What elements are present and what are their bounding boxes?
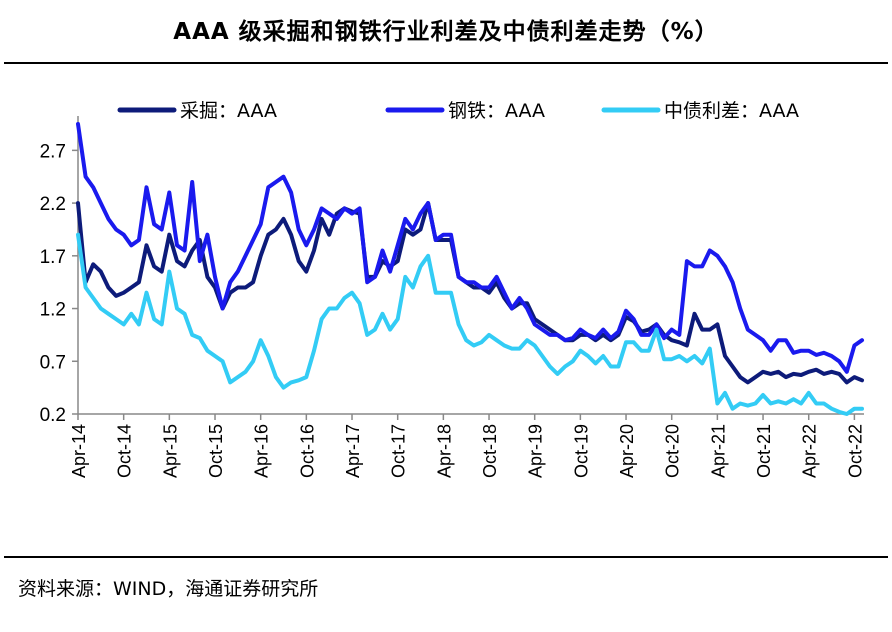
legend-label: 中债利差：AAA [664, 100, 799, 122]
x-tick-label: Oct-19 [571, 424, 591, 478]
x-tick-label: Oct-22 [845, 424, 865, 478]
series-line-2 [76, 122, 864, 374]
y-axis: 0.2 0.7 1.2 1.7 2.2 2.7 [40, 116, 79, 426]
x-tick-label: Apr-17 [343, 424, 363, 478]
y-tick-label: 1.7 [40, 247, 66, 268]
x-tick-label: Apr-20 [617, 424, 637, 478]
y-tick-label: 1.2 [40, 300, 66, 321]
series-line-3 [76, 232, 864, 416]
x-tick-label: Apr-18 [434, 424, 454, 478]
x-tick-label: Apr-19 [526, 424, 546, 478]
x-tick-label: Apr-21 [708, 424, 728, 478]
legend-label: 采掘：AAA [180, 100, 277, 122]
chart-legend: 采掘：AAA 钢铁：AAA 中债利差：AAA [117, 100, 799, 122]
y-tick-label: 0.2 [40, 405, 66, 426]
title-divider [4, 62, 888, 64]
series-layer [76, 122, 864, 416]
x-tick-label: Oct-18 [480, 424, 500, 478]
x-tick-label: Apr-14 [69, 424, 89, 478]
x-axis: Apr-14 Oct-14 Apr-15 Oct-15 Apr-16 Oct-16 Apr-… [69, 413, 865, 478]
x-tick-label: Oct-17 [389, 424, 409, 478]
y-tick-label: 0.7 [40, 352, 66, 373]
x-tick-label: Oct-20 [663, 424, 683, 478]
chart-title: AAA 级采掘和钢铁行业利差及中债利差走势（%） [173, 19, 719, 45]
x-tick-label: Apr-22 [800, 424, 820, 478]
legend-label: 钢铁：AAA [448, 100, 545, 122]
chart-area: 采掘：AAA 钢铁：AAA 中债利差：AAA 0.20.71.21.72.22.7 … [40, 100, 866, 478]
x-tick-label: Apr-16 [252, 424, 272, 478]
footer-divider [4, 556, 888, 558]
x-tick-label: Oct-15 [206, 424, 226, 478]
x-tick-label: Oct-21 [754, 424, 774, 478]
x-tick-label: Apr-15 [160, 424, 180, 478]
y-tick-label: 2.2 [40, 194, 66, 215]
series-line-1 [76, 201, 864, 385]
x-tick-label: Oct-14 [115, 424, 135, 478]
y-tick-label: 2.7 [40, 141, 66, 162]
source-note: 资料来源：WIND，海通证券研究所 [18, 578, 319, 600]
x-tick-label: Oct-16 [297, 424, 317, 478]
